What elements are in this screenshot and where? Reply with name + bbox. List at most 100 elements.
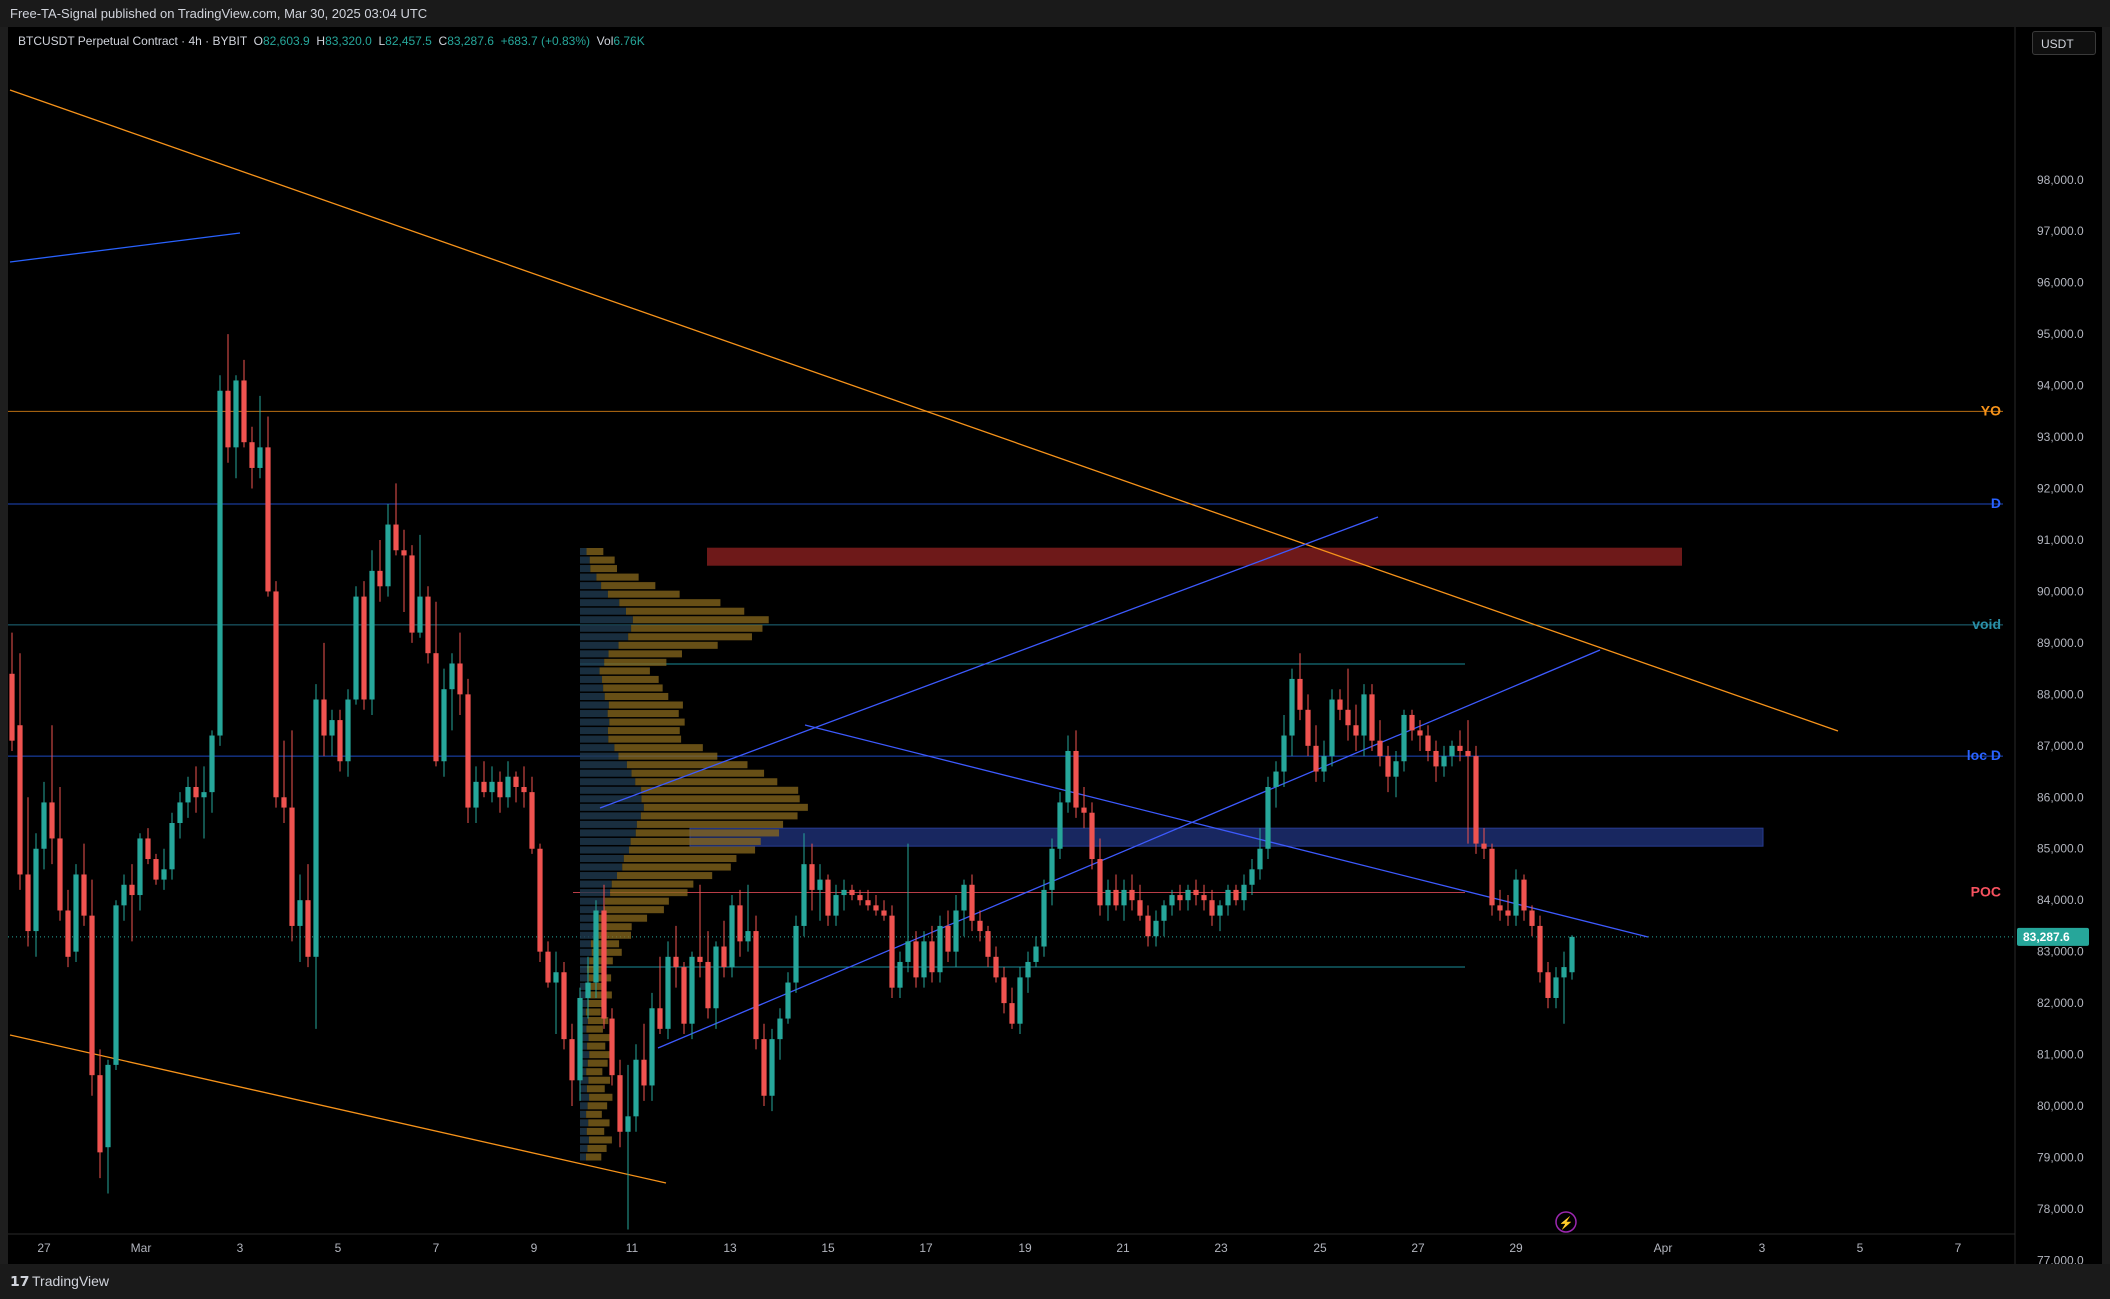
volume-profile-bar — [588, 1136, 612, 1144]
candle-body — [1057, 802, 1063, 849]
volume-profile-bar — [580, 803, 644, 811]
candle-body — [417, 596, 423, 633]
volume-profile-bar — [580, 880, 612, 888]
candle-body — [1209, 900, 1215, 916]
volume-profile-bar — [607, 727, 680, 735]
candle-body — [849, 889, 855, 896]
demand-zone — [689, 827, 1764, 847]
volume-profile-bar — [603, 906, 664, 914]
candle-body — [737, 905, 743, 942]
candle-body — [1169, 895, 1175, 906]
volume-profile-bar — [580, 624, 632, 632]
candle-body — [609, 1018, 615, 1076]
candle-body — [1457, 745, 1463, 751]
volume-profile-bar — [580, 991, 589, 999]
volume-profile-bar — [580, 658, 605, 666]
volume-profile-bar — [580, 752, 619, 760]
tradingview-logo-icon[interactable]: 𝟭𝟳 — [10, 1273, 30, 1289]
volume-profile-bar — [580, 914, 599, 922]
volume-profile-bar — [607, 710, 679, 718]
candle-body — [137, 838, 143, 896]
brand-name[interactable]: TradingView — [32, 1273, 110, 1289]
volume-profile-bar — [580, 855, 624, 863]
candle-body — [1113, 889, 1119, 906]
candle-body — [409, 555, 415, 633]
volume-profile-bar — [641, 795, 800, 803]
candle-body — [1201, 895, 1207, 901]
candle-body — [17, 725, 23, 875]
time-tick-label: 21 — [1116, 1241, 1130, 1255]
price-tick-label: 89,000.0 — [2037, 636, 2084, 650]
volume-profile-bar — [614, 744, 703, 752]
price-tick-label: 97,000.0 — [2037, 224, 2084, 238]
candle-body — [905, 941, 911, 962]
candle-body — [233, 380, 239, 448]
volume-profile-bar — [604, 658, 667, 666]
candle-body — [617, 1075, 623, 1132]
volume-profile-bar — [587, 999, 607, 1007]
candle-body — [9, 673, 15, 741]
candle-body — [1353, 725, 1359, 736]
volume-profile-bar — [580, 1008, 586, 1016]
volume-profile-bar — [580, 1093, 590, 1101]
candle-body — [1025, 961, 1031, 978]
volume-profile-bar — [580, 599, 620, 607]
volume-profile-bar — [580, 1110, 587, 1118]
candle-body — [657, 1008, 663, 1029]
volume-profile-bar — [580, 940, 591, 948]
symbol-title: BTCUSDT Perpetual Contract · 4h · BYBIT — [18, 34, 247, 48]
volume-profile-bar — [580, 607, 626, 615]
candle-body — [961, 884, 967, 911]
candle-body — [553, 972, 559, 983]
close-value: 83,287.6 — [447, 34, 494, 48]
candle-body — [601, 910, 607, 1019]
volume-profile-bar — [589, 556, 615, 564]
lightning-bolt-icon: ⚡ — [1559, 1216, 1574, 1230]
volume-profile-bar — [588, 991, 612, 999]
volume-profile-bar — [630, 837, 761, 845]
candle-body — [745, 931, 751, 942]
candle-body — [385, 524, 391, 587]
volume-profile-bar — [580, 675, 603, 683]
price-tick-label: 80,000.0 — [2037, 1099, 2084, 1113]
candle-body — [329, 720, 335, 736]
volume-profile-bar — [580, 1017, 588, 1025]
candle-body — [529, 792, 535, 849]
time-tick-label: 27 — [1411, 1241, 1425, 1255]
volume-profile-bar — [594, 923, 632, 931]
candle-body — [1129, 889, 1135, 901]
candle-body — [577, 997, 583, 1081]
candle-body — [545, 951, 551, 983]
candle-body — [1065, 750, 1071, 803]
candle-body — [1569, 936, 1575, 973]
candle-body — [945, 925, 951, 952]
volume-profile-bar — [580, 573, 597, 581]
volume-profile-bar — [604, 692, 669, 700]
level-label-loc-d: loc D — [1967, 747, 2001, 763]
candle-body — [913, 941, 919, 978]
volume-profile-bar — [580, 931, 595, 939]
candle-body — [857, 895, 863, 901]
upper-blue-trend-line — [9, 232, 241, 263]
low-value: 82,457.5 — [385, 34, 432, 48]
candle-body — [777, 1018, 783, 1040]
volume-profile-bar — [580, 863, 623, 871]
volume-profile-bar — [580, 692, 605, 700]
candle-body — [1529, 910, 1535, 926]
time-tick-label: 5 — [1857, 1241, 1864, 1255]
time-tick-label: 15 — [821, 1241, 835, 1255]
currency-button[interactable]: USDT — [2032, 31, 2096, 55]
price-tick-label: 79,000.0 — [2037, 1151, 2084, 1165]
candle-body — [969, 884, 975, 921]
volume-profile-bar — [580, 633, 629, 641]
candle-body — [25, 874, 31, 932]
candle-body — [457, 663, 463, 695]
volume-profile-bar — [580, 1042, 588, 1050]
volume-profile-bar — [580, 1076, 589, 1084]
price-tick-label: 90,000.0 — [2037, 584, 2084, 598]
volume-profile-bar — [580, 1034, 589, 1042]
candle-body — [1401, 714, 1407, 762]
open-label: O — [253, 34, 263, 48]
